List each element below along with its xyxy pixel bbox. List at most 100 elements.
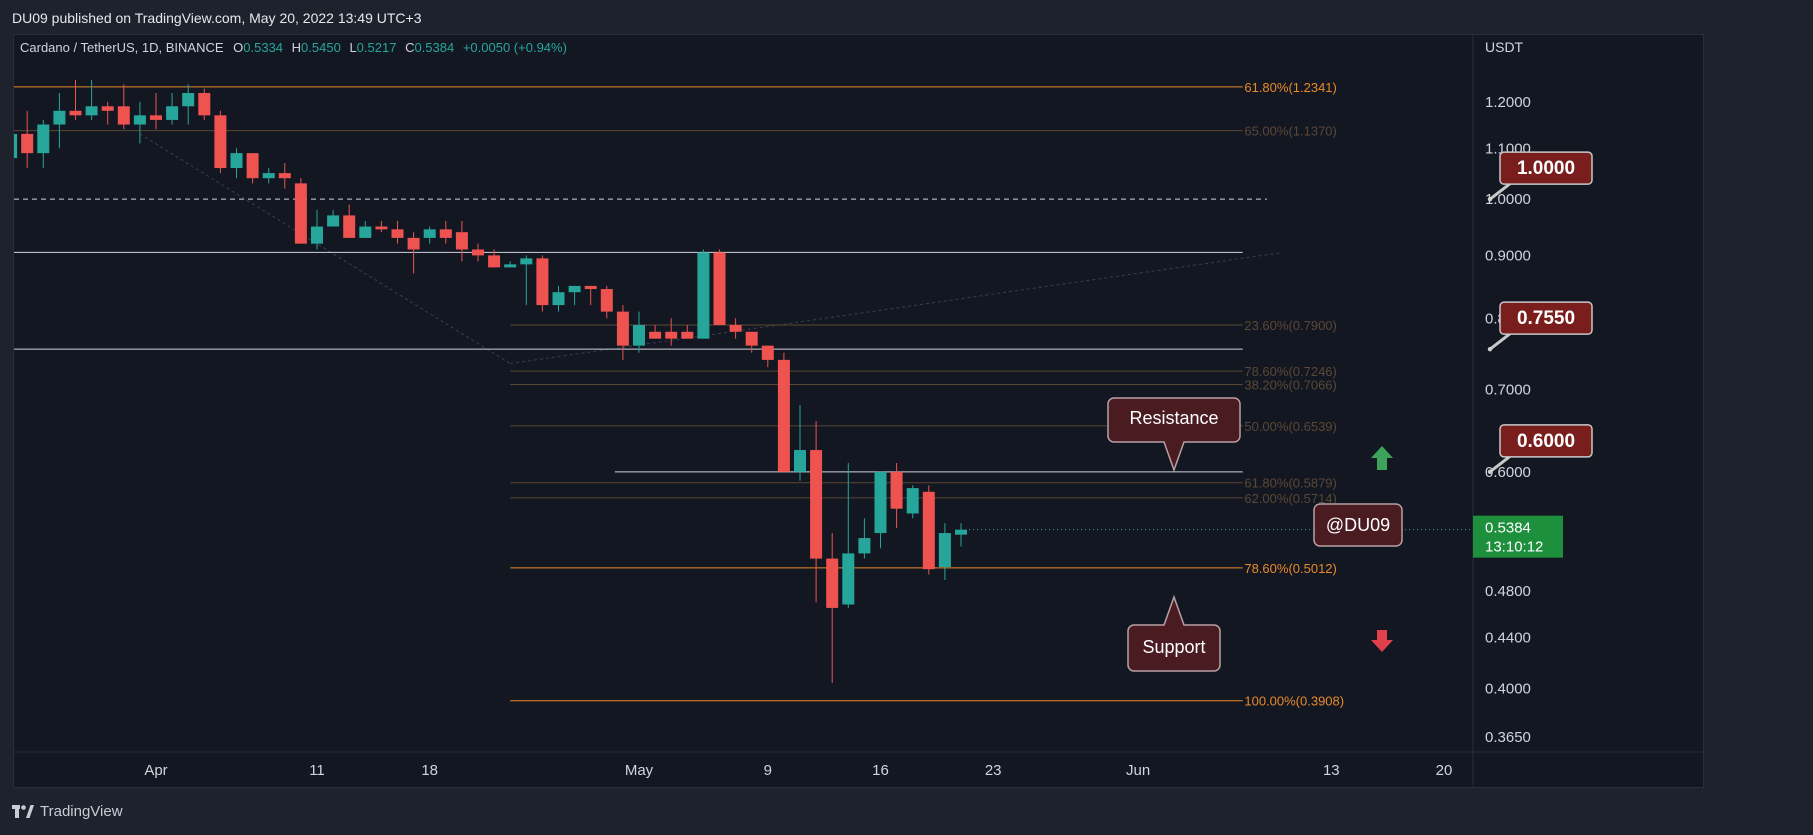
candle-body — [294, 183, 307, 244]
current-price-box — [1473, 515, 1563, 558]
price-axis-unit: USDT — [1485, 39, 1524, 55]
candle-body — [69, 110, 82, 116]
price-tick-label: 1.2000 — [1485, 94, 1531, 111]
candle-body — [37, 124, 50, 154]
time-tick-label: 20 — [1436, 762, 1453, 779]
callout-label: Resistance — [1129, 408, 1218, 428]
fib-level-label: 62.00%(0.5714) — [1244, 491, 1337, 506]
candle — [85, 80, 98, 120]
candle — [826, 533, 839, 683]
candle — [117, 84, 130, 130]
author-label-box — [1313, 503, 1403, 547]
current-price-badge: 0.5384 13:10:12 — [1473, 515, 1563, 558]
candle — [246, 153, 259, 184]
candle-body — [761, 345, 774, 360]
fib-level-label: 23.60%(0.7900) — [1244, 318, 1337, 333]
candle-body — [439, 229, 452, 238]
candle — [69, 80, 82, 120]
brand-name: TradingView — [40, 803, 123, 820]
time-tick-label: Apr — [144, 762, 167, 779]
price-tag-box — [1499, 151, 1593, 185]
annotations-layer: 1.0000 0.7550 0.6000 Resistance Support @DU09 — [1107, 151, 1593, 672]
fib-level-label: 65.00%(1.1370) — [1244, 124, 1337, 139]
candle — [552, 285, 565, 312]
legend-change: +0.0050 (+0.94%) — [463, 40, 567, 55]
candle — [890, 463, 903, 529]
price-tag-value: 0.7550 — [1517, 308, 1575, 329]
candle-body — [697, 252, 710, 339]
candle — [343, 204, 356, 238]
candle — [536, 255, 549, 312]
candle — [697, 249, 710, 339]
candle — [262, 168, 275, 184]
publish-caption: DU09 published on TradingView.com, May 2… — [12, 10, 422, 26]
candle — [230, 148, 243, 179]
candle — [584, 285, 597, 306]
current-price-value: 0.5384 — [1485, 520, 1531, 537]
time-tick-label: 9 — [764, 762, 772, 779]
candle-body — [842, 553, 855, 605]
candle-body — [182, 92, 195, 107]
resistance-callout: Resistance — [1107, 397, 1241, 473]
fib-level-label: 100.00%(0.3908) — [1244, 694, 1344, 709]
candle-body — [713, 252, 726, 325]
candle-body — [504, 264, 517, 268]
trend-line-down — [139, 133, 511, 364]
fib-level-label: 50.00%(0.6539) — [1244, 419, 1337, 434]
price-tag: 1.0000 — [1487, 151, 1593, 202]
candle-body — [14, 133, 18, 159]
support-callout: Support — [1127, 594, 1221, 672]
candle-body — [826, 558, 839, 608]
candle-body — [584, 285, 597, 290]
callout-box — [1127, 594, 1221, 672]
callout-box — [1107, 397, 1241, 473]
legend-low: 0.5217 — [357, 40, 397, 55]
ohlc-legend: Cardano / TetherUS, 1D, BINANCE O0.5334 … — [20, 40, 567, 55]
candle-body — [810, 450, 823, 559]
candle-body — [874, 471, 887, 534]
candle-body — [794, 450, 806, 472]
tradingview-logo-icon — [12, 804, 34, 818]
candle — [391, 220, 404, 244]
candle — [101, 101, 114, 125]
candle-body — [359, 226, 372, 238]
candle — [858, 518, 871, 559]
candle — [407, 232, 420, 274]
candle — [633, 311, 645, 353]
candle-body — [520, 258, 533, 265]
candle — [616, 305, 629, 360]
candle-body — [150, 115, 162, 120]
price-tag-value: 0.6000 — [1517, 431, 1575, 452]
candle-body — [488, 255, 501, 268]
candlestick-chart[interactable]: USDT1.20001.10001.00000.90000.80000.7000… — [14, 35, 1703, 787]
candle — [938, 523, 951, 580]
candle-body — [423, 229, 436, 238]
candle — [713, 249, 726, 325]
candle — [198, 88, 211, 120]
price-tick-label: 0.4000 — [1485, 680, 1531, 697]
legend-c-label: C — [405, 40, 414, 55]
chart-frame[interactable]: USDT1.20001.10001.00000.90000.80000.7000… — [13, 34, 1704, 788]
candle-body — [649, 331, 662, 339]
tradingview-brand[interactable]: TradingView — [12, 803, 123, 820]
price-tick-label: 0.3650 — [1485, 729, 1531, 746]
candle — [906, 485, 919, 519]
price-tag-anchor — [1487, 196, 1493, 202]
price-tag-pointer — [1489, 180, 1513, 201]
candle — [955, 523, 967, 547]
candle-body — [745, 331, 758, 346]
candle — [375, 220, 388, 233]
candle — [455, 220, 468, 262]
price-tick-label: 0.4800 — [1485, 583, 1531, 600]
candle — [21, 110, 34, 169]
candle-body — [729, 324, 742, 332]
candle — [133, 101, 146, 144]
arrow-up-icon — [1371, 446, 1393, 470]
legend-h-label: H — [292, 40, 301, 55]
candle-body — [214, 115, 227, 169]
trend-line-up — [510, 251, 1284, 364]
candle — [327, 209, 340, 227]
candle — [278, 163, 291, 189]
candle-body — [133, 115, 146, 125]
price-tag: 0.6000 — [1487, 424, 1593, 475]
